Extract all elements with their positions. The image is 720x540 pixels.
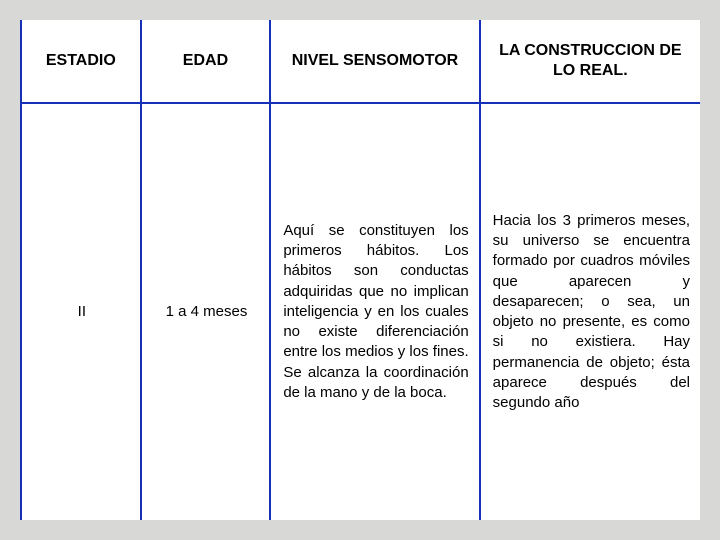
header-edad: EDAD <box>142 20 272 102</box>
header-estadio: ESTADIO <box>22 20 142 102</box>
table-row: II 1 a 4 meses Aquí se constituyen los p… <box>22 104 700 520</box>
header-nivel: NIVEL SENSOMOTOR <box>271 20 480 102</box>
cell-estadio: II <box>22 104 142 520</box>
header-construccion: LA CONSTRUCCION DE LO REAL. <box>481 20 700 102</box>
table-header-row: ESTADIO EDAD NIVEL SENSOMOTOR LA CONSTRU… <box>22 20 700 104</box>
cell-nivel: Aquí se constituyen los primeros hábitos… <box>271 104 480 520</box>
cell-construccion: Hacia los 3 primeros meses, su universo … <box>481 104 700 520</box>
cell-edad: 1 a 4 meses <box>142 104 272 520</box>
slide-table: ESTADIO EDAD NIVEL SENSOMOTOR LA CONSTRU… <box>20 20 700 520</box>
